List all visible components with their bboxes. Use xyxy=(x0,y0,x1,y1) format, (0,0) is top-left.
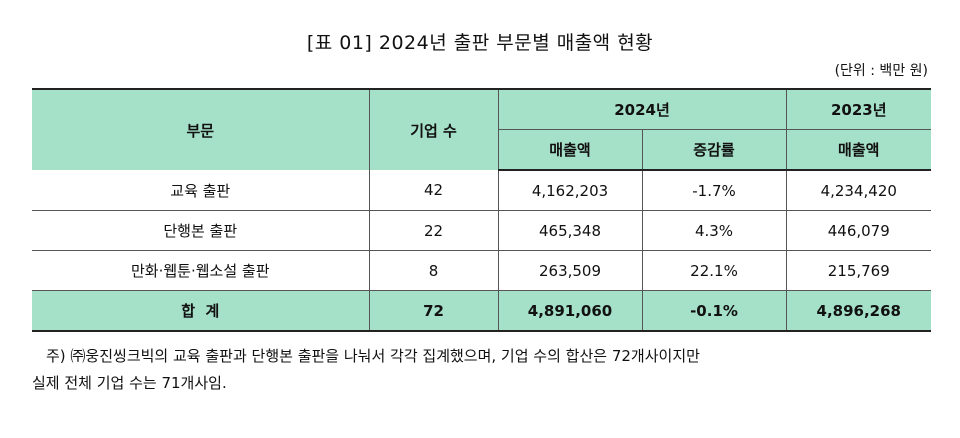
cell-category: 교육 출판 xyxy=(32,170,370,211)
footnote: 주) ㈜웅진씽크빅의 교육 출판과 단행본 출판을 나눠서 각각 집계했으며, … xyxy=(32,343,932,397)
unit-label: (단위 : 백만 원) xyxy=(834,63,928,79)
total-row: 합 계 72 4,891,060 -0.1% 4,896,268 xyxy=(32,290,931,332)
total-label: 합 계 xyxy=(32,290,370,332)
cell-companies: 8 xyxy=(368,250,499,291)
total-growth: -0.1% xyxy=(641,290,787,332)
table-title: [표 01] 2024년 출판 부문별 매출액 현황 xyxy=(306,32,654,54)
footnote-line-2: 실제 전체 기업 수는 71개사임. xyxy=(32,374,227,392)
table-row: 교육 출판 42 4,162,203 -1.7% 4,234,420 xyxy=(32,170,931,211)
cell-growth: 4.3% xyxy=(641,210,787,251)
header-year-2023: 2023년 xyxy=(785,88,931,130)
table-row: 만화·웹툰·웹소설 출판 8 263,509 22.1% 215,769 xyxy=(32,250,931,291)
cell-companies: 22 xyxy=(368,210,499,251)
total-sales-2023: 4,896,268 xyxy=(785,290,931,332)
cell-companies: 42 xyxy=(368,170,499,211)
cell-sales-2023: 446,079 xyxy=(785,210,931,251)
header-companies: 기업 수 xyxy=(368,88,499,170)
cell-sales-2024: 263,509 xyxy=(497,250,643,291)
header-category: 부문 xyxy=(32,88,370,170)
cell-growth: 22.1% xyxy=(641,250,787,291)
cell-category: 만화·웹툰·웹소설 출판 xyxy=(32,250,370,291)
cell-sales-2024: 4,162,203 xyxy=(497,170,643,211)
cell-sales-2023: 4,234,420 xyxy=(785,170,931,211)
cell-sales-2024: 465,348 xyxy=(497,210,643,251)
total-companies: 72 xyxy=(368,290,499,332)
total-sales-2024: 4,891,060 xyxy=(497,290,643,332)
table-row: 단행본 출판 22 465,348 4.3% 446,079 xyxy=(32,210,931,251)
header-sales-2024: 매출액 xyxy=(498,129,643,171)
cell-growth: -1.7% xyxy=(641,170,787,211)
cell-sales-2023: 215,769 xyxy=(785,250,931,291)
cell-category: 단행본 출판 xyxy=(32,210,370,251)
header-growth: 증감률 xyxy=(641,129,787,171)
header-year-2024: 2024년 xyxy=(497,88,787,130)
sales-table: 부문 기업 수 2024년 2023년 매출액 증감률 매출액 교육 출판 42… xyxy=(32,88,931,332)
header-sales-2023: 매출액 xyxy=(785,129,931,171)
footnote-line-1: 주) ㈜웅진씽크빅의 교육 출판과 단행본 출판을 나눠서 각각 집계했으며, … xyxy=(46,347,700,365)
